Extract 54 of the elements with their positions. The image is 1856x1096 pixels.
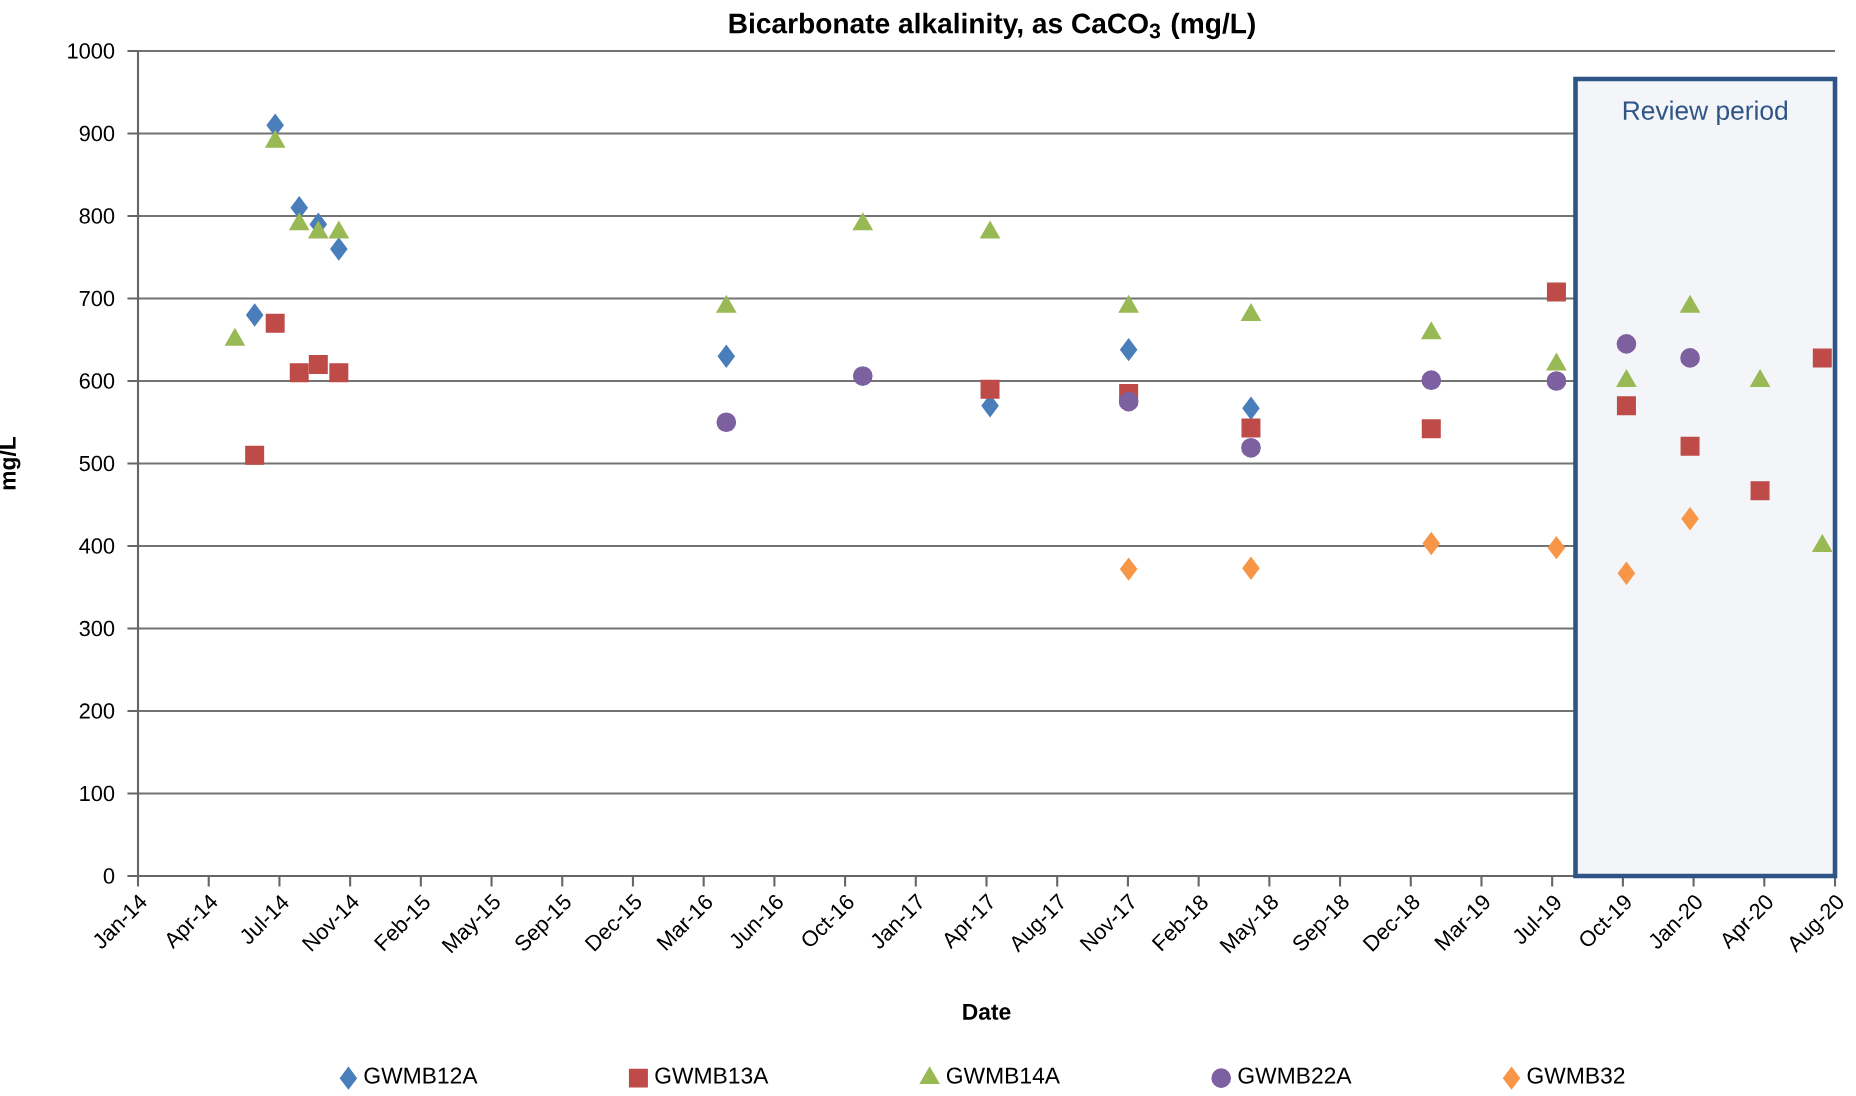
point [980,379,1000,399]
point [1242,396,1260,420]
y-axis-title: mg/L [0,436,21,490]
legend-label: GWMB12A [364,1067,478,1084]
point [1547,536,1566,559]
point [717,345,735,368]
point [1120,338,1138,361]
point [1546,282,1566,302]
point [265,313,285,333]
point [1680,348,1700,368]
y-tick-label: 200 [79,703,115,719]
point [716,412,737,433]
chart-title: Bicarbonate alkalinity, as CaCO$_{3}$ (mg/L) [729,12,1255,40]
point [329,363,349,383]
point [1750,481,1770,501]
point [1616,334,1637,354]
y-tick-label: 600 [79,373,115,389]
x-axis-title: Date [963,1003,1011,1020]
point [1241,437,1261,458]
point [1422,532,1440,555]
y-tick-label: 300 [79,620,115,637]
point [308,355,328,374]
point [246,303,264,327]
point [1546,371,1567,391]
y-tick-label: 100 [80,785,115,802]
point [852,366,873,386]
y-tick-label: 900 [79,125,115,142]
y-tick-label: 400 [79,538,115,554]
y-tick-label: 1000 [68,43,115,59]
y-tick-label: 500 [79,455,115,472]
y-tick-label: 700 [79,290,115,307]
point [1680,436,1700,456]
point [245,445,265,465]
point [1681,507,1699,531]
legend-label: GWMB14A [946,1067,1060,1084]
point [266,114,284,137]
legend-label: GWMB22A [1238,1067,1352,1084]
point [330,237,348,261]
point [1242,557,1260,580]
point [1241,418,1261,438]
point [1421,370,1442,391]
point [1421,419,1441,439]
point [1120,557,1138,581]
point [1617,561,1636,585]
point [1118,391,1139,412]
point [1812,348,1832,368]
point [290,196,308,219]
legend-label: GWMB13A [655,1067,769,1084]
legend-label: GWMB32 [1527,1067,1625,1084]
point [289,363,309,383]
y-tick-label: 0 [103,868,115,884]
point [1616,396,1636,416]
y-tick-label: 800 [79,208,115,224]
band-label: Review period [1623,100,1788,126]
